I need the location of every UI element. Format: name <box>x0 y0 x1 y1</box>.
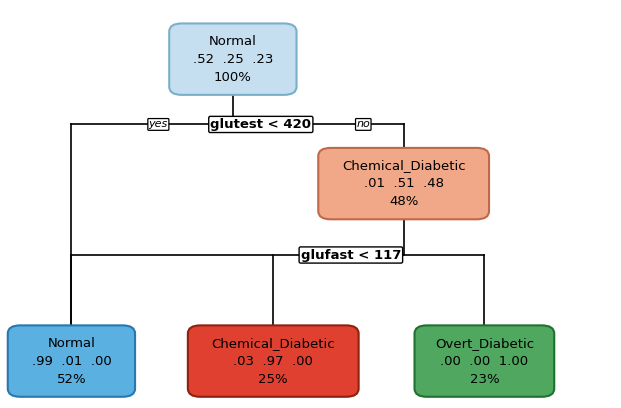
Text: Chemical_Diabetic
.03  .97  .00
25%: Chemical_Diabetic .03 .97 .00 25% <box>211 337 335 386</box>
Text: glufast < 117: glufast < 117 <box>301 248 401 262</box>
FancyBboxPatch shape <box>415 326 554 397</box>
Text: Normal
.52  .25  .23
100%: Normal .52 .25 .23 100% <box>193 35 273 84</box>
Text: glutest < 420: glutest < 420 <box>211 118 311 131</box>
FancyBboxPatch shape <box>318 148 489 220</box>
FancyBboxPatch shape <box>188 326 358 397</box>
FancyBboxPatch shape <box>169 23 297 95</box>
Text: Overt_Diabetic
.00  .00  1.00
23%: Overt_Diabetic .00 .00 1.00 23% <box>435 337 534 386</box>
Text: yes: yes <box>149 120 168 129</box>
FancyBboxPatch shape <box>7 326 135 397</box>
Text: no: no <box>356 120 370 129</box>
Text: Chemical_Diabetic
.01  .51  .48
48%: Chemical_Diabetic .01 .51 .48 48% <box>342 159 466 208</box>
Text: Normal
.99  .01  .00
52%: Normal .99 .01 .00 52% <box>32 337 111 386</box>
